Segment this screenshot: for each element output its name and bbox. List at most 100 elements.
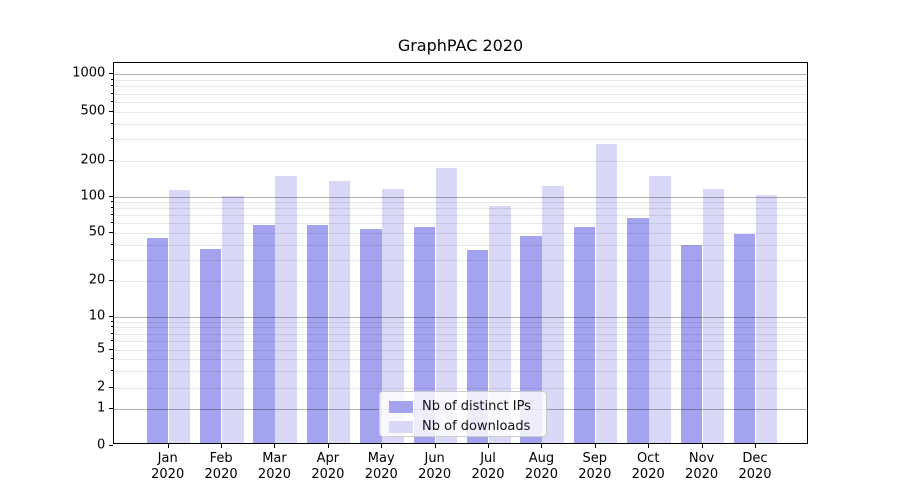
- minor-gridline: [114, 371, 807, 373]
- bar-distinct-ips-sep: [573, 227, 596, 443]
- legend-item-distinct-ips: Nb of distinct IPs: [389, 398, 538, 415]
- x-tick-mark: [274, 444, 276, 448]
- bar-distinct-ips-mar: [253, 224, 275, 443]
- y-minor-tick-mark: [110, 110, 113, 112]
- x-tick-label-dec: Dec 2020: [725, 451, 785, 483]
- y-tick-label: 2: [97, 379, 106, 395]
- y-minor-tick-mark: [110, 201, 113, 203]
- y-minor-tick-mark: [110, 320, 113, 322]
- legend-label-downloads: Nb of downloads: [422, 419, 531, 434]
- bar-distinct-ips-apr: [306, 224, 329, 443]
- bar-distinct-ips-oct: [627, 217, 649, 443]
- bar-distinct-ips-jun: [413, 227, 436, 443]
- y-minor-tick-mark: [110, 280, 113, 281]
- y-tick-label: 20: [88, 272, 106, 288]
- legend: Nb of distinct IPs Nb of downloads: [379, 391, 547, 437]
- x-tick-mark: [594, 444, 596, 448]
- y-tick-mark: [108, 407, 113, 409]
- bar-distinct-ips-dec: [733, 233, 756, 443]
- minor-gridline: [114, 233, 807, 234]
- minor-gridline: [114, 215, 807, 217]
- y-tick-label: 0: [97, 437, 106, 452]
- y-minor-tick-mark: [110, 100, 113, 102]
- y-tick-mark: [108, 195, 113, 197]
- x-tick-mark: [648, 444, 650, 448]
- bar-distinct-ips-nov: [680, 244, 702, 443]
- x-tick-label-jul: Jul 2020: [458, 451, 518, 483]
- y-minor-tick-mark: [110, 326, 113, 328]
- bar-downloads-may: [382, 189, 404, 443]
- x-tick-year: 2020: [257, 467, 292, 482]
- x-tick-mark: [167, 444, 169, 448]
- y-tick-label: 50: [88, 224, 106, 240]
- legend-label-distinct-ips: Nb of distinct IPs: [422, 399, 531, 414]
- y-tick-label: 1000: [72, 65, 106, 81]
- y-tick-label: 100: [80, 188, 106, 204]
- y-minor-tick-mark: [110, 258, 113, 260]
- bar-downloads-sep: [595, 143, 618, 443]
- minor-gridline: [114, 340, 807, 342]
- bar-downloads-jul: [489, 206, 511, 443]
- major-gridline: [114, 74, 807, 76]
- x-tick-label-may: May 2020: [351, 451, 411, 483]
- bar-downloads-dec: [755, 195, 778, 443]
- x-tick-label-sep: Sep 2020: [565, 451, 625, 483]
- y-minor-tick-mark: [110, 85, 113, 87]
- x-tick-year: 2020: [738, 467, 772, 482]
- bar-downloads-jun: [435, 167, 458, 443]
- x-tick-year: 2020: [151, 467, 185, 482]
- x-tick-mark: [327, 444, 329, 448]
- x-tick-mark: [541, 444, 543, 448]
- y-tick-mark: [108, 444, 113, 446]
- y-minor-tick-mark: [110, 92, 113, 94]
- x-tick-year: 2020: [631, 467, 665, 482]
- minor-gridline: [114, 223, 807, 225]
- x-tick-label-jun: Jun 2020: [405, 451, 465, 483]
- grid-layer: [114, 63, 807, 443]
- y-minor-tick-mark: [110, 207, 113, 209]
- y-minor-tick-mark: [110, 160, 113, 161]
- x-tick-year: 2020: [418, 467, 452, 482]
- y-minor-tick-mark: [110, 387, 113, 389]
- minor-gridline: [114, 139, 807, 141]
- minor-gridline: [114, 123, 807, 125]
- minor-gridline: [114, 101, 807, 103]
- major-gridline: [114, 316, 807, 318]
- bar-distinct-ips-feb: [199, 248, 222, 443]
- y-minor-tick-mark: [110, 370, 113, 372]
- x-tick-label-apr: Apr 2020: [298, 451, 358, 483]
- bar-downloads-oct: [649, 176, 671, 443]
- y-tick-mark: [108, 315, 113, 317]
- legend-swatch-distinct-ips: [389, 400, 413, 413]
- plot-area: [113, 62, 808, 444]
- bar-distinct-ips-jan: [146, 238, 169, 443]
- y-minor-tick-mark: [110, 122, 113, 124]
- y-minor-tick-mark: [110, 232, 113, 233]
- y-tick-label: 5: [97, 341, 106, 356]
- minor-gridline: [114, 79, 807, 81]
- x-tick-label-jan: Jan 2020: [138, 451, 198, 483]
- y-minor-tick-mark: [110, 332, 113, 334]
- minor-gridline: [114, 333, 807, 335]
- x-tick-year: 2020: [311, 467, 345, 482]
- y-minor-tick-mark: [110, 339, 113, 341]
- x-tick-label-nov: Nov 2020: [672, 451, 732, 483]
- chart-title: GraphPAC 2020: [397, 36, 524, 55]
- x-tick-year: 2020: [471, 467, 505, 482]
- x-tick-year: 2020: [204, 467, 238, 482]
- minor-gridline: [114, 349, 807, 351]
- bar-downloads-apr: [328, 181, 351, 443]
- bar-downloads-jan: [168, 190, 191, 443]
- y-minor-tick-mark: [110, 357, 113, 359]
- bar-distinct-ips-may: [360, 229, 382, 443]
- x-tick-year: 2020: [578, 467, 612, 482]
- minor-gridline: [114, 281, 807, 282]
- x-tick-label-aug: Aug 2020: [511, 451, 571, 483]
- x-tick-mark: [434, 444, 436, 448]
- minor-gridline: [114, 358, 807, 360]
- legend-item-downloads: Nb of downloads: [389, 418, 538, 435]
- minor-gridline: [114, 244, 807, 246]
- legend-swatch-downloads: [389, 420, 413, 433]
- minor-gridline: [114, 388, 807, 390]
